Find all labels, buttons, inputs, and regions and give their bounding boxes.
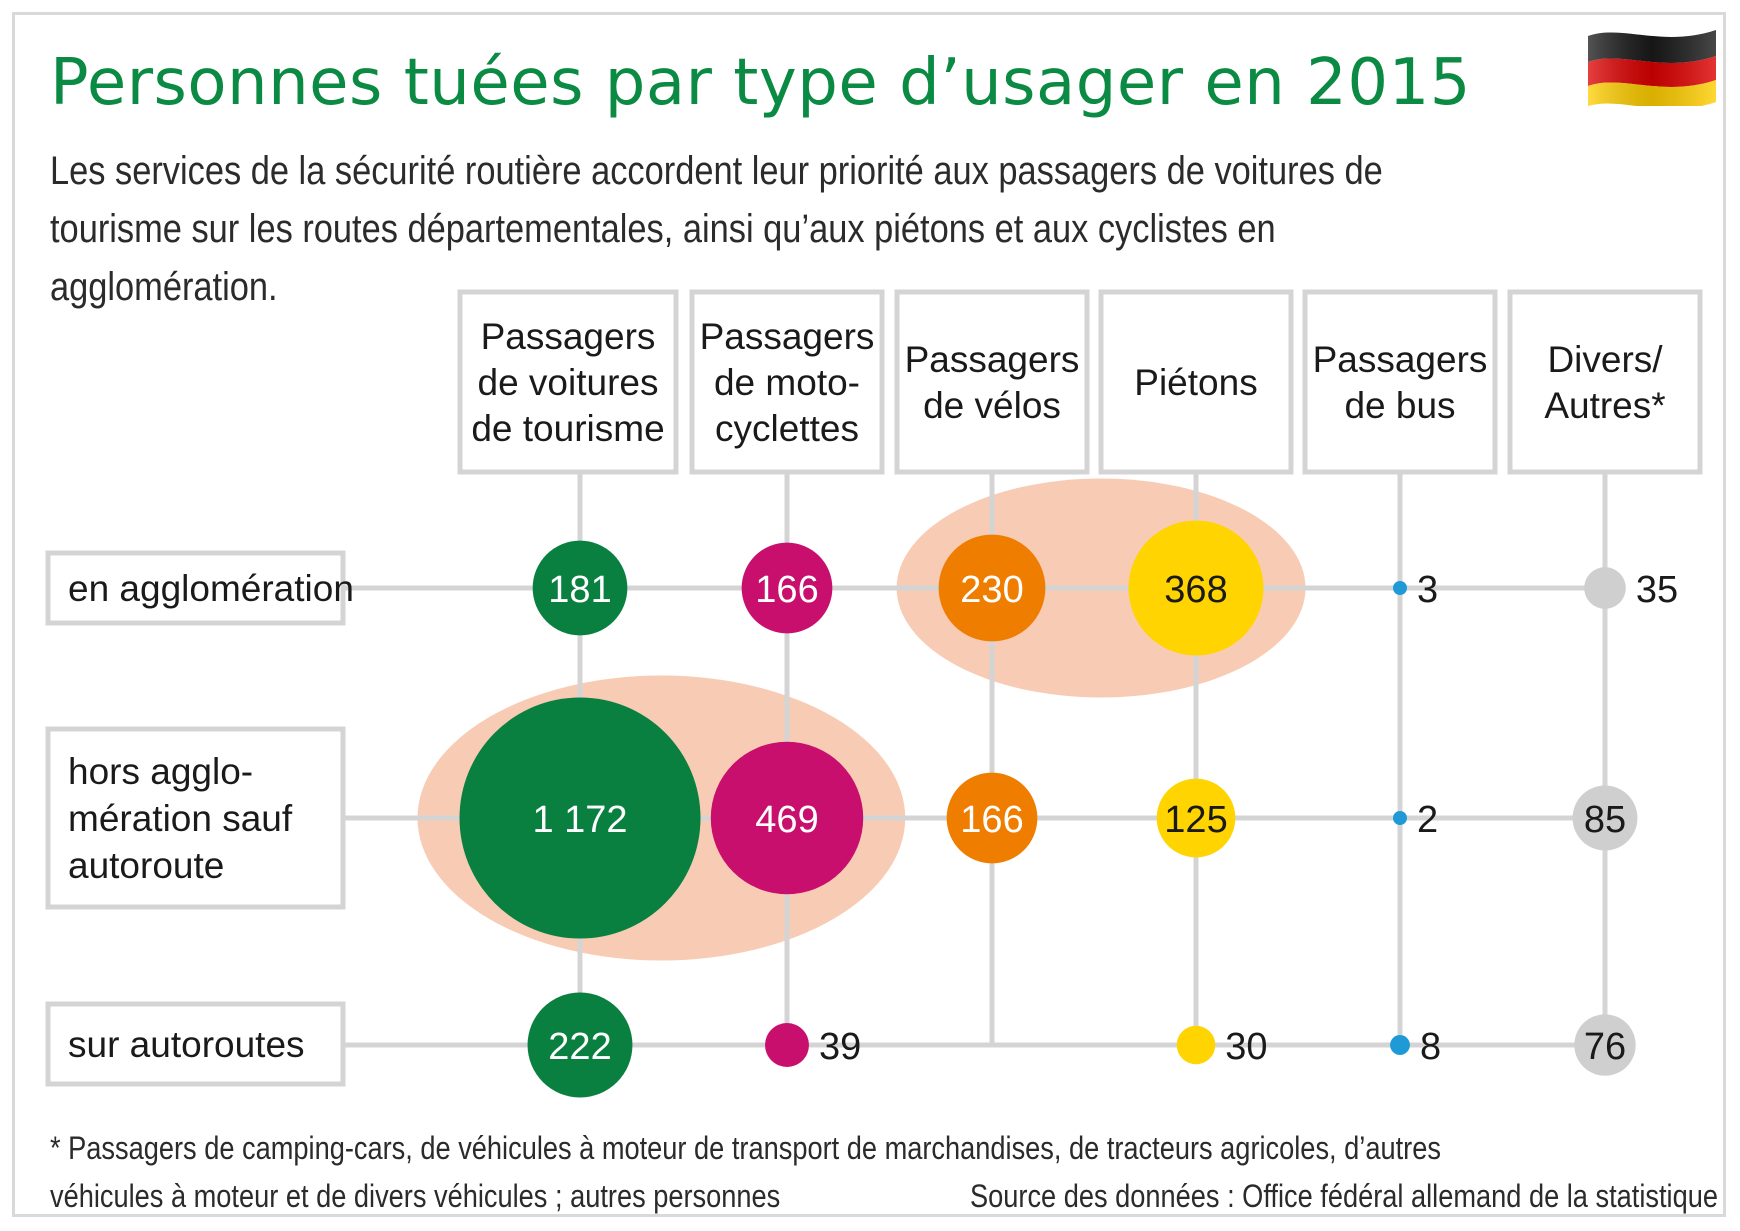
footnote: * Passagers de camping-cars, de véhicule… <box>50 1130 1441 1214</box>
row-label-hors: mération sauf <box>68 798 293 839</box>
header-box-divers <box>1507 289 1703 475</box>
source-note: Source des données : Office fédéral alle… <box>970 1178 1718 1214</box>
value-label-hors-voitures: 1 172 <box>532 799 627 841</box>
row-label-hors: hors agglo- <box>68 751 253 792</box>
row-label-box-autoroutes <box>45 1001 346 1087</box>
row-label-agglo: en agglomération <box>68 568 354 609</box>
column-header-velos: Passagers <box>905 339 1080 380</box>
column-header-voitures: Passagers <box>481 316 656 357</box>
value-label-autoroutes-pietons: 30 <box>1225 1026 1267 1068</box>
header-box-pietons <box>1098 289 1294 475</box>
bubble-agglo-pietons <box>1128 520 1264 656</box>
column-header-voitures: de voitures <box>478 362 659 403</box>
bubble-agglo-bus <box>1393 581 1407 595</box>
value-label-agglo-pietons: 368 <box>1164 569 1227 611</box>
bubble-hors-divers <box>1572 785 1638 851</box>
row-label-autoroutes: sur autoroutes <box>68 1024 305 1065</box>
column-header-divers: Autres* <box>1544 385 1665 426</box>
bubble-hors-velos <box>946 772 1038 864</box>
value-label-agglo-voitures: 181 <box>548 569 611 611</box>
value-label-agglo-motos: 166 <box>755 569 818 611</box>
value-label-hors-bus: 2 <box>1417 799 1438 841</box>
bubble-autoroutes-pietons <box>1176 1025 1216 1065</box>
value-label-agglo-bus: 3 <box>1417 569 1438 611</box>
row-label-box-hors <box>45 726 346 910</box>
column-header-bus: Passagers <box>1313 339 1488 380</box>
bubble-hors-pietons <box>1156 778 1236 858</box>
column-header-motos: Passagers <box>700 316 875 357</box>
column-header-motos: de moto- <box>714 362 860 403</box>
germany-flag-icon <box>1588 30 1716 106</box>
bubble-hors-bus <box>1393 811 1407 825</box>
bubble-autoroutes-voitures <box>527 992 633 1098</box>
value-label-agglo-velos: 230 <box>960 569 1023 611</box>
chart-frame <box>12 12 1726 1217</box>
value-label-autoroutes-voitures: 222 <box>548 1026 611 1068</box>
bubble-autoroutes-bus <box>1390 1035 1410 1055</box>
column-header-velos: de vélos <box>923 385 1061 426</box>
value-label-agglo-divers: 35 <box>1636 569 1678 611</box>
header-box-velos <box>894 289 1090 475</box>
row-label-box-agglo <box>45 550 346 626</box>
value-label-hors-motos: 469 <box>755 799 818 841</box>
column-header-bus: de bus <box>1344 385 1455 426</box>
value-label-hors-velos: 166 <box>960 799 1023 841</box>
chart-title: Personnes tuées par type d’usager en 201… <box>50 46 1471 120</box>
column-header-motos: cyclettes <box>715 408 859 449</box>
bubble-autoroutes-motos <box>765 1023 809 1067</box>
value-label-autoroutes-bus: 8 <box>1420 1026 1441 1068</box>
value-label-autoroutes-motos: 39 <box>819 1026 861 1068</box>
chart-subtitle: Les services de la sécurité routière acc… <box>50 149 1383 309</box>
column-header-pietons: Piétons <box>1134 362 1257 403</box>
column-header-voitures: de tourisme <box>471 408 664 449</box>
column-header-divers: Divers/ <box>1547 339 1663 380</box>
bubble-agglo-motos <box>741 542 833 634</box>
header-box-bus <box>1302 289 1498 475</box>
header-box-voitures <box>457 289 679 475</box>
value-label-hors-pietons: 125 <box>1164 799 1227 841</box>
header-box-motos <box>689 289 885 475</box>
bubble-hors-motos <box>710 741 864 895</box>
value-label-autoroutes-divers: 76 <box>1584 1026 1626 1068</box>
value-label-hors-divers: 85 <box>1584 799 1626 841</box>
bubble-agglo-velos <box>938 534 1046 642</box>
bubble-hors-voitures <box>459 697 701 939</box>
bubble-agglo-voitures <box>532 540 628 636</box>
bubble-agglo-divers <box>1584 567 1626 609</box>
row-label-hors: autoroute <box>68 845 224 886</box>
bubble-autoroutes-divers <box>1574 1014 1636 1076</box>
